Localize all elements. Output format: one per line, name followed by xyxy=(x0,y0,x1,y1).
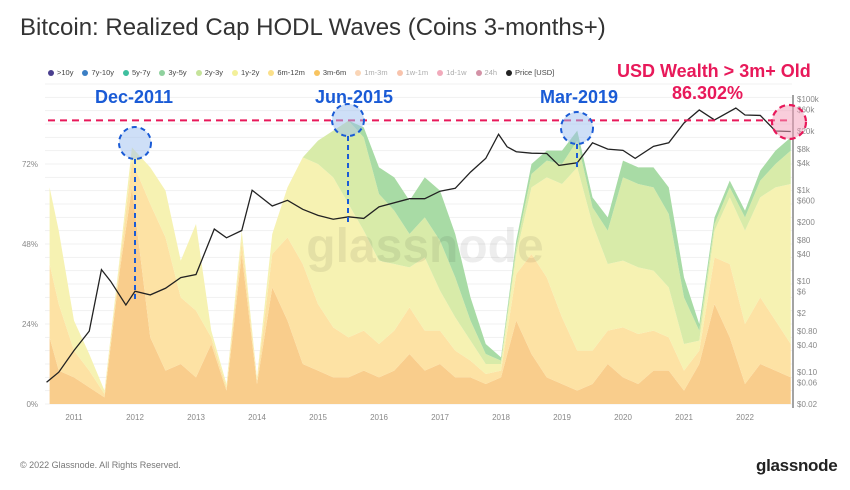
legend-label: 3m-6m xyxy=(322,68,347,77)
legend-dot-icon xyxy=(48,69,54,76)
area-band-6m-12m xyxy=(49,160,791,398)
y-right-tick-label: $100k xyxy=(797,95,820,104)
x-tick-label: 2018 xyxy=(492,413,510,422)
x-tick-label: 2013 xyxy=(187,413,205,422)
legend-label: 2y-3y xyxy=(204,68,224,77)
legend-label: 3y-5y xyxy=(168,68,187,77)
area-band-2y-3y xyxy=(49,120,791,391)
annotation-jun-2015: Jun-2015 xyxy=(315,87,394,107)
legend-label: 1w-1m xyxy=(405,68,429,77)
legend-item[interactable]: 7y-10y xyxy=(82,68,114,77)
legend-dot-icon xyxy=(123,69,129,76)
legend-dot-icon xyxy=(195,69,202,76)
legend-label: >10y xyxy=(57,68,74,77)
watermark: glassnode xyxy=(306,220,543,273)
legend-label: 1d-1w xyxy=(446,68,467,77)
legend-label: 7y-10y xyxy=(91,68,114,77)
legend-item[interactable]: 3m-6m xyxy=(313,68,347,77)
legend-label: 6m-12m xyxy=(277,68,305,77)
y-right-tick-label: $0.02 xyxy=(797,400,818,409)
y-right-tick-label: $0.06 xyxy=(797,378,818,387)
x-tick-label: 2014 xyxy=(248,413,266,422)
legend-label: Price [USD] xyxy=(515,68,555,77)
y-right-tick-label: $6 xyxy=(797,287,806,296)
y-right-tick-label: $0.40 xyxy=(797,341,818,350)
y-right-tick-label: $20k xyxy=(797,127,815,136)
marker-circle-dec-2011 xyxy=(118,126,152,160)
legend-item[interactable]: 1y-2y xyxy=(232,68,259,77)
legend-item[interactable]: 1d-1w xyxy=(437,68,467,77)
y-right-tick-label: $0.80 xyxy=(797,327,818,336)
legend-dot-icon xyxy=(506,69,513,76)
legend-item[interactable]: 6m-12m xyxy=(268,68,305,77)
legend-dot-icon xyxy=(82,69,89,76)
x-tick-label: 2022 xyxy=(736,413,754,422)
x-tick-label: 2015 xyxy=(309,413,327,422)
legend-dot-icon xyxy=(475,69,482,76)
legend-dot-icon xyxy=(313,69,320,76)
x-tick-label: 2011 xyxy=(65,413,83,422)
legend-dot-icon xyxy=(232,69,239,76)
y-right-tick-label: $40 xyxy=(797,250,811,259)
legend-dot-icon xyxy=(437,69,444,76)
legend-label: 24h xyxy=(484,68,498,77)
x-tick-label: 2017 xyxy=(431,413,449,422)
area-band-1y-2y xyxy=(49,147,791,394)
x-tick-label: 2021 xyxy=(675,413,693,422)
annotation-mar-2019: Mar-2019 xyxy=(540,87,619,107)
legend: >10y 7y-10y 5y-7y 3y-5y 2y-3y 1y-2y 6m-12m 3m-6… xyxy=(48,68,554,77)
annotation-dec-2011: Dec-2011 xyxy=(95,87,174,107)
y-right-tick-label: $2 xyxy=(797,309,806,318)
legend-label: 1m-3m xyxy=(364,68,388,77)
glassnode-logo: glassnode xyxy=(756,456,838,475)
y-right-tick-label: $8k xyxy=(797,145,811,154)
y-right-tick-label: $1k xyxy=(797,186,811,195)
legend-item[interactable]: >10y xyxy=(48,68,73,77)
marker-circle-jun-2015 xyxy=(331,103,365,137)
y-left-tick-label: 24% xyxy=(22,320,38,329)
x-tick-label: 2019 xyxy=(553,413,571,422)
legend-item[interactable]: 3y-5y xyxy=(159,68,187,77)
legend-item[interactable]: 24h xyxy=(475,68,498,77)
legend-item[interactable]: 2y-3y xyxy=(195,68,224,77)
legend-dot-icon xyxy=(159,69,166,76)
legend-item[interactable]: Price [USD] xyxy=(506,68,554,77)
marker-circle-current xyxy=(770,103,808,141)
legend-dot-icon xyxy=(268,69,275,76)
legend-item[interactable]: 1w-1m xyxy=(396,68,429,77)
x-tick-label: 2012 xyxy=(126,413,144,422)
legend-item[interactable]: 1m-3m xyxy=(355,68,388,77)
x-tick-label: 2020 xyxy=(614,413,632,422)
legend-label: 5y-7y xyxy=(132,68,151,77)
chart-title: Bitcoin: Realized Cap HODL Waves (Coins … xyxy=(20,14,606,41)
y-right-tick-label: $10 xyxy=(797,277,811,286)
price-line xyxy=(46,107,791,383)
y-left-tick-label: 0% xyxy=(26,400,38,409)
y-left-tick-label: 48% xyxy=(22,240,38,249)
x-tick-label: 2016 xyxy=(370,413,388,422)
legend-item[interactable]: 5y-7y xyxy=(123,68,150,77)
y-right-tick-label: $80 xyxy=(797,236,811,245)
legend-dot-icon xyxy=(396,69,403,76)
y-right-tick-label: $200 xyxy=(797,218,815,227)
legend-dot-icon xyxy=(355,69,362,76)
area-band-3m-6m xyxy=(49,187,791,404)
y-right-tick-label: $600 xyxy=(797,196,815,205)
legend-label: 1y-2y xyxy=(241,68,260,77)
y-right-tick-label: $0.10 xyxy=(797,368,818,377)
annotation-usd-wealth-value: 86.302% xyxy=(672,83,744,103)
y-right-tick-label: $4k xyxy=(797,159,811,168)
marker-circle-mar-2019 xyxy=(560,111,594,145)
annotation-usd-wealth-label: USD Wealth > 3m+ Old xyxy=(617,61,811,81)
y-left-tick-label: 72% xyxy=(22,160,38,169)
copyright: © 2022 Glassnode. All Rights Reserved. xyxy=(20,460,181,470)
y-right-tick-label: $60k xyxy=(797,105,815,114)
